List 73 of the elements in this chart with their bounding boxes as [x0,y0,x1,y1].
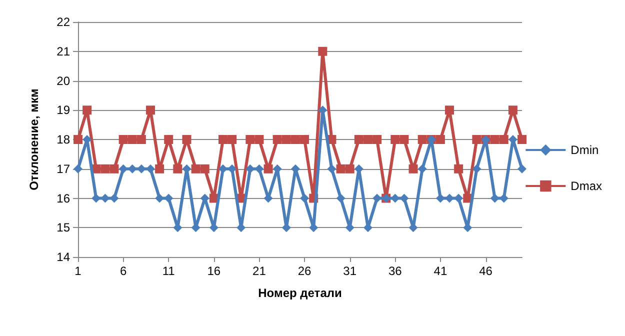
point [372,135,382,144]
point [418,164,427,174]
x-tick-label: 31 [343,264,357,278]
y-tick-label: 18 [56,132,70,146]
point [445,106,454,115]
point [454,164,464,174]
point [390,135,400,144]
x-tick-label: 1 [74,264,82,278]
x-tick-label: 41 [434,264,448,278]
point [128,135,137,144]
x-axis-title: Номер детали [258,286,342,300]
y-tick-label: 22 [56,15,70,29]
y-tick-label: 20 [56,74,70,88]
point [472,164,482,174]
x-tick-label: 46 [479,264,493,278]
point [300,194,310,203]
point [300,135,310,144]
point [490,135,500,144]
point [146,106,155,115]
legend-label: Dmax [570,179,602,193]
point [418,135,427,144]
x-tick-label: 16 [207,264,221,278]
y-tick-label: 19 [56,103,70,118]
x-tick-label: 36 [388,264,402,278]
point [228,135,237,144]
point [118,135,128,144]
point [518,164,526,174]
point [290,135,300,144]
point [110,164,119,174]
point [173,164,182,174]
point [499,135,508,144]
point [164,135,174,144]
point [218,164,228,174]
y-tick-label: 15 [56,220,70,235]
point [272,135,282,144]
point [327,164,336,174]
x-tick-label: 21 [252,264,266,278]
point [436,194,445,203]
point [336,194,346,203]
point [400,135,409,144]
y-tick-label: 21 [56,44,70,58]
point [354,135,364,144]
point [472,135,482,144]
x-tick-label: 26 [298,264,312,278]
point [408,164,418,174]
point [518,135,526,144]
y-tick-label: 16 [56,191,70,206]
point [246,135,255,144]
x-tick-label: 6 [120,264,127,278]
point [228,164,237,174]
point [191,164,200,174]
x-tick-label: 11 [162,264,176,278]
point [454,194,464,203]
point [100,164,110,174]
point [155,164,164,174]
point [254,135,264,144]
y-tick-label: 14 [56,250,70,264]
point [318,46,328,56]
point [363,135,372,144]
point [345,164,354,174]
point [508,106,518,115]
point [218,135,228,144]
point [336,164,346,174]
point [264,164,273,174]
point [82,106,92,115]
point [136,135,146,144]
point [182,135,192,144]
y-axis-title: Отклонение, мкм [27,88,41,190]
point [436,135,445,144]
point [282,135,291,144]
legend-label: Dmin [570,143,599,157]
y-tick-label: 17 [56,162,70,176]
point [200,164,210,174]
